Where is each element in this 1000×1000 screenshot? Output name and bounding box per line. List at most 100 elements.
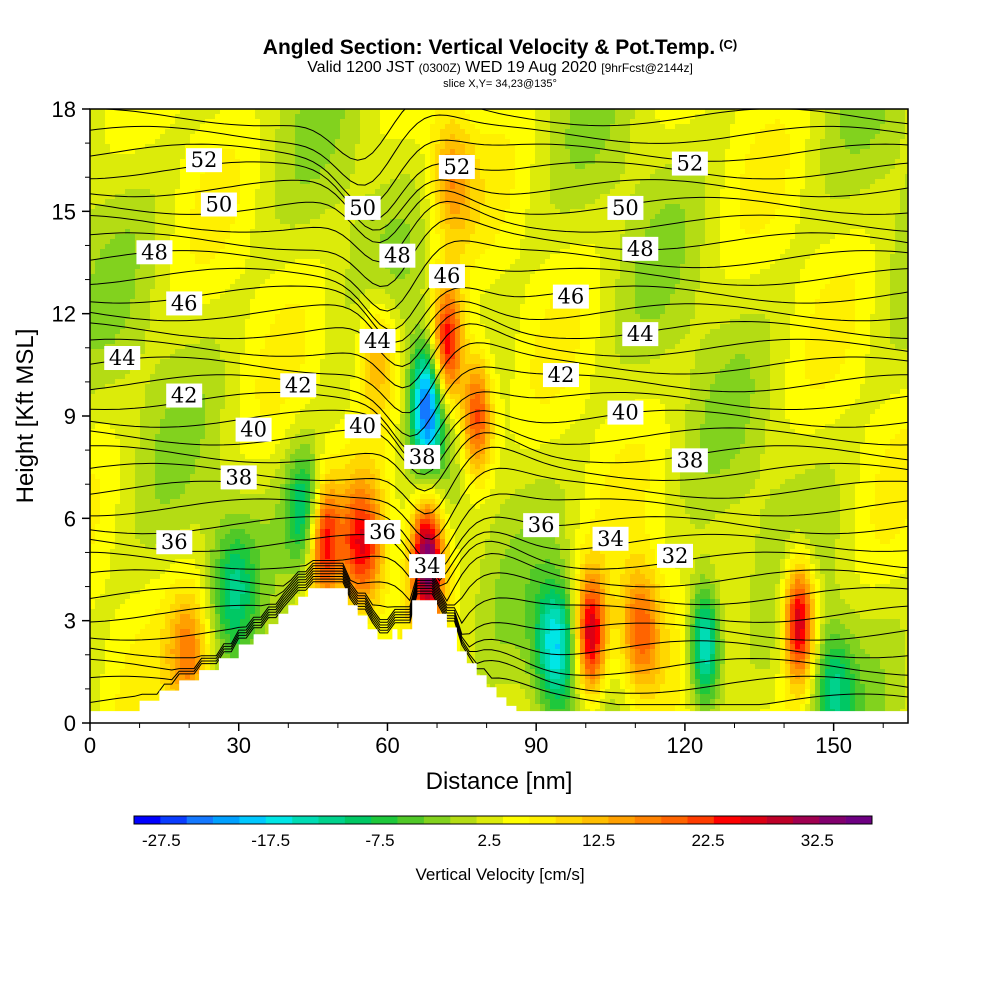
velocity-cell (330, 159, 336, 165)
velocity-cell (420, 249, 426, 255)
velocity-cell (820, 139, 826, 145)
velocity-cell (335, 159, 341, 165)
velocity-cell (500, 194, 506, 200)
velocity-cell (395, 184, 401, 190)
velocity-cell (820, 189, 826, 195)
velocity-cell (345, 224, 351, 230)
velocity-cell (115, 219, 121, 225)
velocity-cell (110, 124, 116, 130)
velocity-cell (515, 169, 521, 175)
velocity-cell (735, 169, 741, 175)
velocity-cell (890, 109, 896, 115)
velocity-cell (320, 234, 326, 240)
velocity-cell (595, 184, 601, 190)
velocity-cell (555, 254, 561, 260)
velocity-cell (315, 114, 321, 120)
velocity-cell (650, 204, 656, 210)
velocity-cell (840, 244, 846, 250)
velocity-cell (845, 229, 851, 235)
velocity-cell (645, 214, 651, 220)
velocity-cell (620, 184, 626, 190)
velocity-cell (420, 179, 426, 185)
velocity-cell (320, 139, 326, 145)
velocity-cell (545, 214, 551, 220)
velocity-cell (680, 234, 686, 240)
velocity-cell (775, 254, 781, 260)
velocity-cell (860, 134, 866, 140)
velocity-cell (545, 109, 551, 115)
velocity-cell (530, 224, 536, 230)
velocity-cell (845, 154, 851, 160)
velocity-cell (425, 119, 431, 125)
velocity-cell (375, 109, 381, 115)
velocity-cell (805, 169, 811, 175)
velocity-cell (615, 109, 621, 115)
velocity-cell (560, 109, 566, 115)
velocity-cell (705, 194, 711, 200)
velocity-cell (860, 129, 866, 135)
velocity-cell (545, 159, 551, 165)
velocity-cell (415, 234, 421, 240)
velocity-cell (435, 149, 441, 155)
velocity-cell (720, 224, 726, 230)
velocity-cell (570, 114, 576, 120)
velocity-cell (625, 129, 631, 135)
velocity-cell (815, 239, 821, 245)
velocity-cell (165, 204, 171, 210)
velocity-cell (345, 109, 351, 115)
velocity-cell (785, 234, 791, 240)
velocity-cell (170, 179, 176, 185)
velocity-cell (335, 249, 341, 255)
velocity-cell (780, 149, 786, 155)
velocity-cell (370, 184, 376, 190)
velocity-cell (670, 224, 676, 230)
velocity-cell (135, 149, 141, 155)
velocity-cell (810, 139, 816, 145)
velocity-cell (860, 114, 866, 120)
velocity-cell (560, 234, 566, 240)
velocity-cell (575, 239, 581, 245)
velocity-cell (535, 219, 541, 225)
velocity-cell (760, 154, 766, 160)
velocity-cell (345, 164, 351, 170)
velocity-cell (750, 219, 756, 225)
velocity-cell (680, 139, 686, 145)
velocity-cell (100, 259, 106, 265)
velocity-cell (345, 184, 351, 190)
velocity-cell (565, 194, 571, 200)
velocity-cell (425, 124, 431, 130)
velocity-cell (730, 239, 736, 245)
velocity-cell (110, 189, 116, 195)
velocity-cell (105, 209, 111, 215)
velocity-cell (155, 109, 161, 115)
velocity-cell (550, 234, 556, 240)
velocity-cell (700, 249, 706, 255)
velocity-cell (755, 169, 761, 175)
velocity-cell (150, 204, 156, 210)
velocity-cell (850, 189, 856, 195)
velocity-cell (295, 204, 301, 210)
velocity-cell (795, 234, 801, 240)
velocity-cell (215, 179, 221, 185)
velocity-cell (900, 199, 906, 205)
velocity-cell (170, 129, 176, 135)
velocity-cell (575, 119, 581, 125)
velocity-cell (815, 224, 821, 230)
velocity-cell (835, 204, 841, 210)
velocity-cell (295, 244, 301, 250)
velocity-cell (520, 174, 526, 180)
velocity-cell (595, 199, 601, 205)
velocity-cell (460, 189, 466, 195)
velocity-cell (130, 199, 136, 205)
velocity-cell (485, 124, 491, 130)
velocity-cell (665, 234, 671, 240)
velocity-cell (260, 244, 266, 250)
velocity-cell (730, 114, 736, 120)
velocity-cell (600, 134, 606, 140)
velocity-cell (695, 234, 701, 240)
velocity-cell (265, 184, 271, 190)
velocity-cell (475, 124, 481, 130)
velocity-cell (620, 129, 626, 135)
velocity-cell (610, 124, 616, 130)
velocity-cell (825, 154, 831, 160)
